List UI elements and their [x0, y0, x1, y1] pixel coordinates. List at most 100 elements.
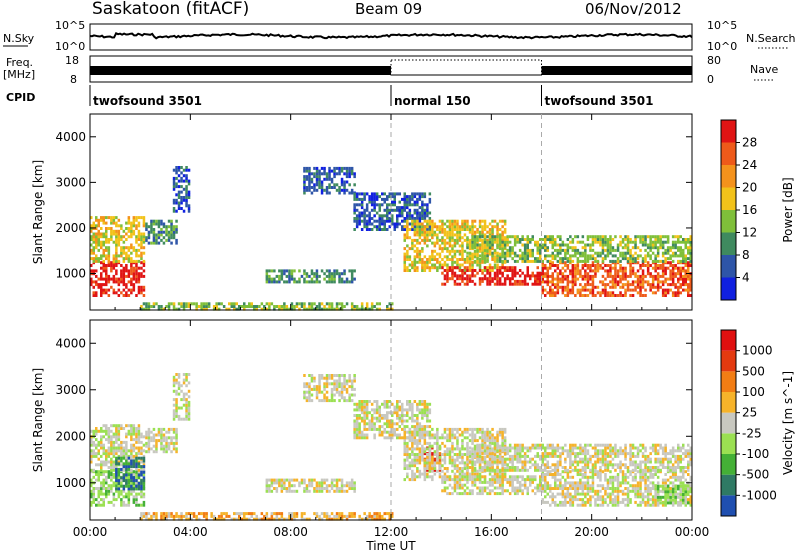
heatmap-cell: [172, 228, 176, 231]
heatmap-cell: [551, 283, 554, 287]
heatmap-cell: [243, 514, 246, 518]
heatmap-cell: [132, 272, 136, 276]
heatmap-cell: [137, 492, 141, 496]
heatmap-cell: [132, 500, 136, 504]
heatmap-cell: [651, 274, 655, 278]
heatmap-cell: [621, 285, 625, 289]
heatmap-cell: [473, 444, 477, 448]
heatmap-cell: [248, 517, 251, 521]
heatmap-cell: [386, 214, 389, 218]
heatmap-cell: [140, 432, 143, 436]
heatmap-cell: [355, 416, 359, 420]
heatmap-cell: [413, 464, 417, 468]
heatmap-cell: [651, 285, 655, 289]
heatmap-cell: [541, 274, 544, 278]
heatmap-cell: [453, 244, 457, 248]
heatmap-cell: [338, 393, 341, 397]
heatmap-cell: [115, 232, 118, 236]
heatmap-cell: [330, 487, 334, 490]
heatmap-cell: [112, 264, 116, 267]
heatmap-cell: [418, 249, 422, 253]
heatmap-cell: [102, 216, 105, 220]
heatmap-cell: [386, 402, 389, 406]
heatmap-cell: [338, 191, 341, 195]
heatmap-cell: [491, 225, 494, 229]
heatmap-cell: [576, 259, 580, 263]
heatmap-cell: [155, 447, 158, 451]
heatmap-cell: [621, 240, 625, 244]
heatmap-cell: [456, 233, 459, 237]
heatmap-cell: [293, 277, 296, 281]
heatmap-cell: [606, 254, 610, 258]
heatmap-cell: [140, 272, 143, 276]
heatmap-cell: [436, 433, 439, 437]
heatmap-cell: [137, 216, 141, 220]
heatmap-cell: [363, 411, 366, 415]
heatmap-cell: [413, 208, 417, 212]
heatmap-cell: [413, 433, 417, 437]
heatmap-cell: [147, 447, 151, 451]
heatmap-cell: [358, 425, 361, 429]
heatmap-cell: [511, 266, 514, 270]
heatmap-cell: [185, 174, 188, 178]
heatmap-cell: [398, 425, 401, 429]
heatmap-cell: [325, 177, 329, 181]
heatmap-cell: [137, 476, 141, 480]
heatmap-cell: [451, 230, 454, 234]
heatmap-cell: [147, 427, 151, 431]
heatmap-cell: [436, 458, 439, 462]
heatmap-cell: [391, 217, 394, 220]
heatmap-cell: [102, 424, 105, 428]
heatmap-cell: [132, 473, 136, 476]
heatmap-cell: [476, 241, 479, 245]
heatmap-cell: [175, 403, 178, 407]
heatmap-cell: [456, 228, 459, 231]
heatmap-cell: [117, 429, 121, 433]
heatmap-cell: [97, 473, 100, 476]
heatmap-cell: [358, 222, 361, 226]
heatmap-cell: [378, 208, 381, 212]
heatmap-cell: [308, 396, 311, 400]
heatmap-cell: [97, 224, 100, 228]
heatmap-cell: [132, 224, 136, 228]
heatmap-cell: [340, 177, 344, 181]
heatmap-cell: [554, 285, 557, 289]
heatmap-cell: [601, 274, 605, 278]
heatmap-cell: [408, 416, 412, 420]
heatmap-cell: [544, 288, 547, 292]
heatmap-cell: [486, 249, 489, 253]
heatmap-cell: [473, 472, 477, 476]
heatmap-cell: [453, 458, 457, 462]
heatmap-cell: [664, 259, 667, 263]
heatmap-cell: [513, 269, 517, 272]
heatmap-cell: [398, 405, 401, 409]
heatmap-cell: [581, 259, 585, 263]
heatmap-cell: [493, 248, 497, 252]
heatmap-cell: [491, 277, 494, 281]
heatmap-cell: [137, 432, 141, 436]
heatmap-cell: [549, 266, 552, 270]
heatmap-cell: [280, 489, 284, 493]
heatmap-cell: [167, 514, 171, 518]
heatmap-cell: [122, 465, 126, 469]
heatmap-cell: [310, 481, 314, 485]
heatmap-cell: [403, 408, 406, 412]
heatmap-cell: [350, 514, 354, 518]
heatmap-cell: [639, 248, 642, 252]
heatmap-cell: [461, 249, 464, 253]
heatmap-cell: [677, 254, 680, 258]
heatmap-cell: [140, 514, 143, 518]
heatmap-cell: [513, 254, 517, 258]
heatmap-cell: [669, 248, 672, 252]
heatmap-cell: [268, 487, 271, 490]
heatmap-cell: [428, 444, 432, 448]
heatmap-cell: [328, 489, 331, 493]
heatmap-cell: [263, 517, 266, 521]
heatmap-cell: [674, 254, 677, 258]
heatmap-cell: [473, 439, 477, 443]
heatmap-cell: [318, 175, 321, 179]
heatmap-cell: [125, 432, 128, 436]
heatmap-cell: [634, 240, 637, 244]
heatmap-cell: [120, 449, 123, 453]
heatmap-cell: [353, 195, 356, 199]
